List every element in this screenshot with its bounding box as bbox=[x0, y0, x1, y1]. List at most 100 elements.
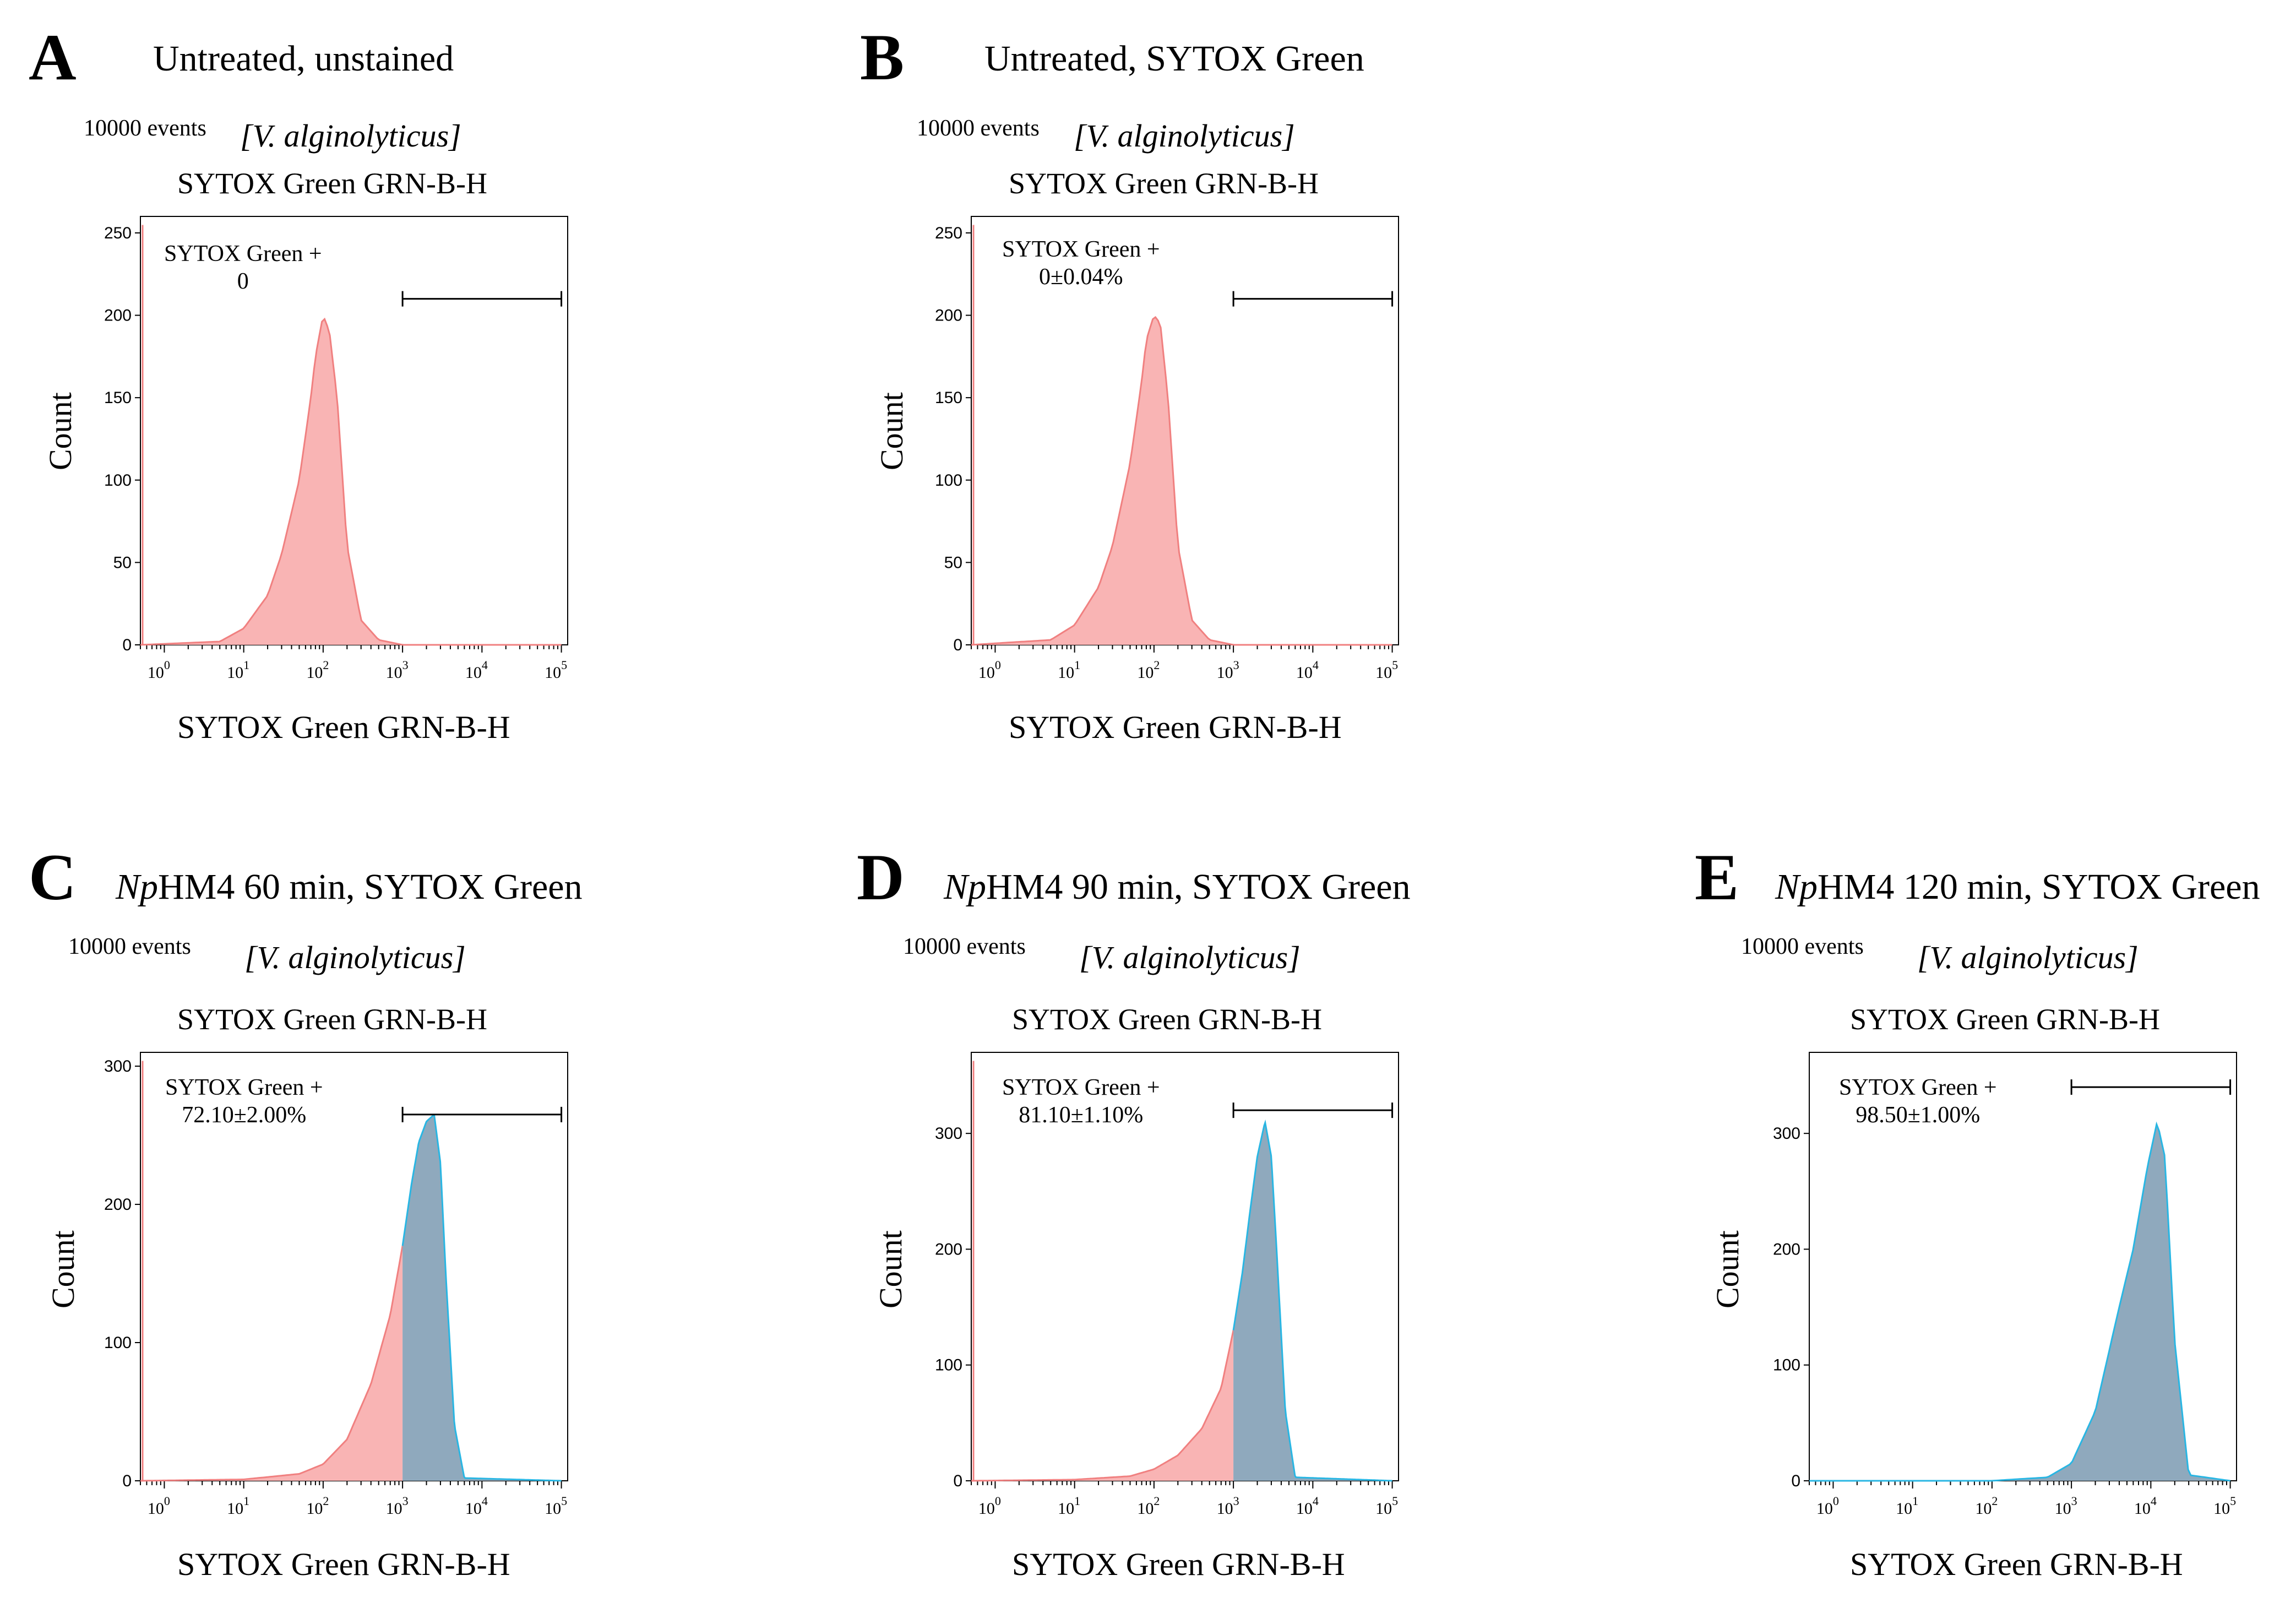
x-tick-label: 101 bbox=[227, 1494, 249, 1518]
histogram-plot: 0 100 200 300 100 101 102 103 104 105 bbox=[1773, 1052, 2237, 1518]
histogram-line-stained bbox=[401, 1114, 562, 1482]
y-tick-label: 0 bbox=[1791, 1472, 1800, 1490]
y-axis-label: Count bbox=[42, 392, 78, 470]
x-tick-label: 104 bbox=[1296, 658, 1319, 682]
y-axis-label: Count bbox=[45, 1230, 81, 1308]
gate-value: 0±0.04% bbox=[1039, 264, 1123, 290]
x-tick-label: 105 bbox=[545, 658, 567, 682]
y-tick-label: 0 bbox=[953, 636, 962, 654]
histogram-plot: 0 100 200 300 100 101 102 103 104 105 bbox=[935, 1052, 1399, 1518]
gate-value: 72.10±2.00% bbox=[182, 1102, 307, 1128]
species-label: [V. alginolyticus] bbox=[1079, 939, 1301, 975]
y-tick-label: 100 bbox=[104, 471, 132, 490]
title-italic: Np bbox=[1775, 867, 1818, 907]
histogram-area-unstained bbox=[140, 319, 562, 645]
gate-name: SYTOX Green + bbox=[1002, 237, 1160, 262]
histogram-line-unstained bbox=[140, 317, 562, 646]
y-tick-label: 100 bbox=[1773, 1356, 1800, 1375]
panel-title: NpHM4 60 min, SYTOX Green bbox=[116, 869, 583, 905]
event-count: 10000 events bbox=[903, 934, 1026, 959]
y-tick-label: 150 bbox=[104, 389, 132, 407]
panel-letter: A bbox=[29, 20, 77, 94]
histogram-line-stained bbox=[1809, 1121, 2230, 1482]
y-axis-label: Count bbox=[874, 392, 910, 470]
x-axis-label: SYTOX Green GRN-B-H bbox=[177, 1546, 510, 1582]
x-tick-label: 102 bbox=[1137, 1494, 1160, 1518]
x-tick-label: 101 bbox=[227, 658, 249, 682]
gate-label: SYTOX Green + 0 bbox=[164, 240, 322, 296]
gate-label: SYTOX Green + 72.10±2.00% bbox=[165, 1074, 323, 1129]
histogram-area-unstained bbox=[971, 1330, 1234, 1481]
axis-title: SYTOX Green GRN-B-H bbox=[1009, 167, 1319, 200]
y-axis-label: Count bbox=[873, 1230, 908, 1308]
panel-title: Untreated, SYTOX Green bbox=[984, 39, 1364, 79]
gate-label: SYTOX Green + 81.10±1.10% bbox=[1002, 1074, 1160, 1129]
x-tick-label: 102 bbox=[1137, 658, 1160, 682]
gate-value: 81.10±1.10% bbox=[1019, 1102, 1144, 1128]
histogram-plot: 0 50 100 150 200 250 100 101 102 103 104 105 bbox=[935, 216, 1399, 682]
x-tick-label: 100 bbox=[1816, 1494, 1839, 1518]
y-tick-label: 200 bbox=[935, 1240, 962, 1258]
panel-letter: E bbox=[1695, 840, 1739, 914]
x-tick-label: 103 bbox=[2055, 1494, 2077, 1518]
x-tick-label: 102 bbox=[306, 1494, 329, 1518]
y-tick-label: 250 bbox=[104, 224, 132, 242]
histogram-area-stained bbox=[1809, 1124, 2230, 1481]
histogram-area-stained bbox=[402, 1115, 562, 1481]
gate-name: SYTOX Green + bbox=[1839, 1075, 1997, 1100]
title-rest: HM4 90 min, SYTOX Green bbox=[986, 867, 1411, 907]
title-rest: HM4 120 min, SYTOX Green bbox=[1818, 867, 2260, 907]
x-tick-label: 105 bbox=[1375, 1494, 1398, 1518]
gate-name: SYTOX Green + bbox=[1002, 1075, 1160, 1100]
x-tick-label: 104 bbox=[1296, 1494, 1319, 1518]
y-tick-label: 300 bbox=[935, 1124, 962, 1143]
title-italic: Np bbox=[944, 867, 987, 907]
y-axis-label: Count bbox=[1710, 1230, 1745, 1308]
species-label: [V. alginolyticus] bbox=[1917, 939, 2139, 975]
x-tick-label: 101 bbox=[1058, 1494, 1080, 1518]
x-tick-label: 105 bbox=[545, 1494, 567, 1518]
histogram-area-unstained bbox=[140, 1246, 403, 1481]
event-count: 10000 events bbox=[84, 116, 206, 141]
species-label: [V. alginolyticus] bbox=[240, 118, 461, 154]
species-label: [V. alginolyticus] bbox=[1074, 118, 1295, 154]
y-tick-label: 50 bbox=[944, 553, 962, 572]
x-tick-label: 104 bbox=[465, 658, 488, 682]
y-tick-label: 0 bbox=[122, 636, 132, 654]
event-count: 10000 events bbox=[917, 116, 1040, 141]
histogram-plot: 0 50 100 150 200 250 100 101 102 103 104 105 bbox=[104, 216, 568, 682]
y-tick-label: 0 bbox=[953, 1472, 962, 1490]
y-tick-label: 100 bbox=[104, 1334, 132, 1352]
gate-name: SYTOX Green + bbox=[165, 1075, 323, 1100]
event-count: 10000 events bbox=[68, 934, 191, 959]
event-count: 10000 events bbox=[1741, 934, 1864, 959]
x-tick-label: 102 bbox=[1975, 1494, 1998, 1518]
x-tick-label: 103 bbox=[386, 658, 409, 682]
x-tick-label: 103 bbox=[1217, 1494, 1239, 1518]
histogram-line-stained bbox=[971, 316, 1392, 646]
panel-letter: C bbox=[29, 840, 77, 914]
y-tick-label: 50 bbox=[113, 553, 132, 572]
x-tick-label: 103 bbox=[386, 1494, 409, 1518]
histogram-line-unstained bbox=[140, 1246, 404, 1482]
x-tick-label: 102 bbox=[306, 658, 329, 682]
x-tick-label: 100 bbox=[148, 658, 170, 682]
y-tick-label: 150 bbox=[935, 389, 962, 407]
axis-title: SYTOX Green GRN-B-H bbox=[177, 1003, 487, 1036]
y-tick-label: 200 bbox=[1773, 1240, 1800, 1258]
axis-title: SYTOX Green GRN-B-H bbox=[1012, 1003, 1322, 1036]
x-axis-label: SYTOX Green GRN-B-H bbox=[1850, 1546, 2183, 1582]
x-axis-label: SYTOX Green GRN-B-H bbox=[1012, 1546, 1345, 1582]
axis-title: SYTOX Green GRN-B-H bbox=[1850, 1003, 2160, 1036]
histogram-line-stained bbox=[1232, 1119, 1392, 1482]
x-tick-label: 105 bbox=[2213, 1494, 2236, 1518]
y-tick-label: 200 bbox=[935, 307, 962, 325]
y-tick-label: 300 bbox=[104, 1057, 132, 1075]
x-tick-label: 104 bbox=[2134, 1494, 2157, 1518]
x-axis-label: SYTOX Green GRN-B-H bbox=[177, 709, 510, 745]
histogram-area-stained bbox=[1233, 1122, 1392, 1481]
panel-title: NpHM4 120 min, SYTOX Green bbox=[1775, 869, 2260, 905]
title-rest: HM4 60 min, SYTOX Green bbox=[158, 867, 583, 907]
x-tick-label: 105 bbox=[1375, 658, 1398, 682]
panel-letter: D bbox=[857, 840, 905, 914]
